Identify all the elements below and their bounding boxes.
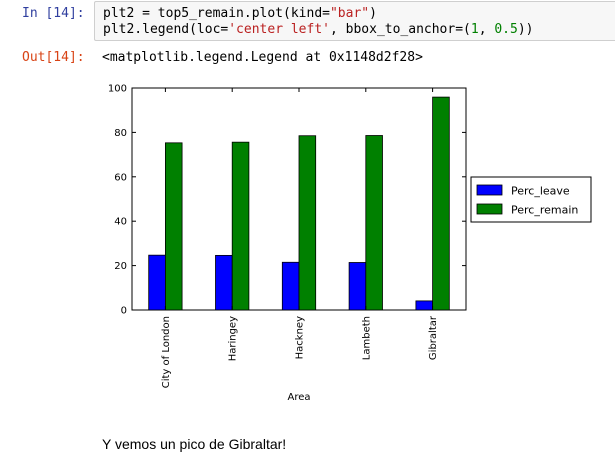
code-token: , bbox_to_anchor=( [329, 22, 471, 37]
bar-perc-remain [164, 142, 183, 311]
legend-swatch [476, 184, 503, 196]
x-tick-label: City of London [161, 316, 172, 388]
y-tick-label: 60 [114, 172, 127, 183]
legend-swatch [476, 203, 503, 215]
code-token: ) [369, 6, 377, 21]
code-token: plt2.legend(loc= [103, 22, 229, 37]
bar-perc-leave [281, 261, 300, 311]
bar-chart: 0 20 40 60 80 100 City of London Haringey Hackne… [108, 84, 592, 403]
bar-chart-output: 0 20 40 60 80 100 City of London Haringey Hackne… [0, 70, 615, 430]
code-editor[interactable]: plt2 = top5_remain.plot(kind="bar") plt2… [94, 1, 615, 41]
bar-perc-leave [348, 262, 367, 311]
x-tick-label: Hackney [295, 316, 306, 359]
input-prompt: In [14]: [22, 6, 85, 21]
output-text: <matplotlib.legend.Legend at 0x1148d2f28… [102, 50, 423, 65]
x-tick-label: Gibraltar [428, 315, 439, 360]
bar-perc-remain [231, 141, 250, 311]
bar-perc-leave [148, 254, 166, 311]
code-token: )) [517, 22, 534, 37]
code-line-1: plt2 = top5_remain.plot(kind="bar") [103, 6, 377, 22]
x-tick-label: Lambeth [361, 316, 372, 360]
y-tick-label: 20 [114, 261, 127, 272]
y-tick-label: 0 [121, 306, 127, 317]
x-tick-label: Haringey [228, 316, 239, 361]
legend-box [470, 176, 592, 223]
code-line-2: plt2.legend(loc='center left', bbox_to_a… [103, 22, 534, 38]
x-axis-label: Area [287, 392, 310, 403]
code-token: 0.5 [494, 22, 518, 37]
y-tick-label: 100 [108, 84, 127, 95]
y-tick-label: 80 [114, 128, 127, 139]
input-cell[interactable]: In [14]: plt2 = top5_remain.plot(kind="b… [0, 0, 615, 46]
code-token: , [478, 22, 495, 37]
markdown-text: Y vemos un pico de Gibraltar! [102, 436, 287, 452]
code-token: plt2 = top5_remain.plot(kind= [103, 6, 330, 21]
legend-label: Perc_remain [511, 204, 578, 217]
code-token: "bar" [329, 6, 370, 21]
bar-perc-leave [215, 254, 233, 311]
bar-perc-remain [365, 135, 383, 311]
bar-perc-remain [298, 135, 317, 311]
bar-perc-remain [432, 96, 450, 311]
legend-label: Perc_leave [511, 185, 570, 198]
code-token: 1 [470, 22, 479, 37]
output-prompt: Out[14]: [22, 50, 85, 65]
bar-perc-leave [415, 300, 433, 311]
y-tick-label: 40 [114, 217, 127, 228]
code-token: 'center left' [228, 22, 330, 37]
